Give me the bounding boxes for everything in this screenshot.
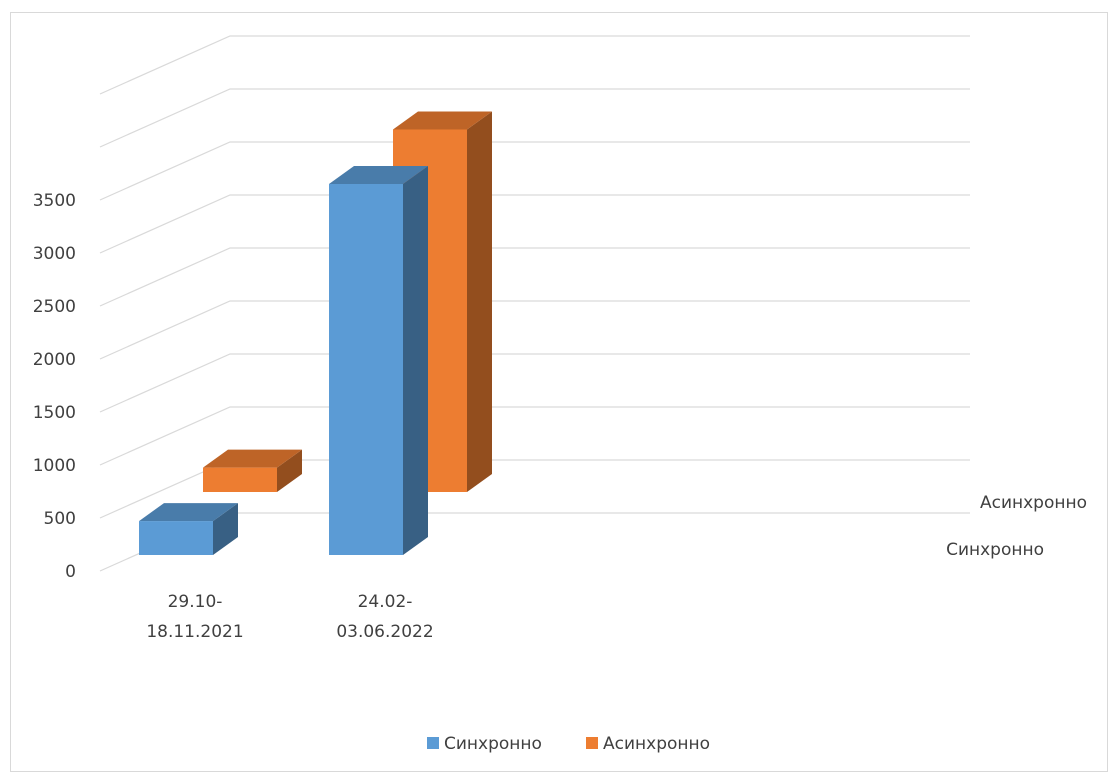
bar-sync-1-front: [139, 521, 213, 555]
bar-async-1-top: [203, 449, 302, 468]
x-tick-label: 18.11.2021: [146, 622, 243, 642]
bar-async-2-side: [467, 111, 492, 492]
gridline: [99, 406, 970, 466]
y-tick-label: 2000: [33, 350, 76, 370]
legend: Синхронно Асинхронно: [427, 734, 710, 754]
gridline: [99, 194, 970, 254]
x-tick-label: 03.06.2022: [336, 622, 433, 642]
bar-sync-2-side: [403, 166, 428, 555]
gridline: [99, 300, 970, 360]
gridline: [99, 141, 970, 201]
bar-async-2-top: [393, 111, 492, 130]
gridline: [99, 35, 970, 95]
bar-sync-2-front: [329, 184, 403, 555]
x-tick-label: 29.10-: [168, 592, 223, 612]
gridline: [99, 353, 970, 413]
bar-async-1-front: [203, 467, 277, 492]
depth-axis-labels: Асинхронно Синхронно: [946, 493, 1087, 560]
bars: [139, 111, 492, 555]
y-tick-label: 500: [44, 509, 76, 529]
bar-async-1: [203, 449, 302, 492]
depth-label-async: Асинхронно: [980, 493, 1087, 513]
y-tick-label: 3500: [33, 191, 76, 211]
x-tick-label: 24.02-: [358, 592, 413, 612]
y-tick-label: 2500: [33, 297, 76, 317]
x-axis-ticks: 29.10- 18.11.2021 24.02- 03.06.2022: [146, 592, 433, 642]
legend-swatch-async: [586, 737, 598, 749]
bar-sync-1-top: [139, 503, 238, 522]
y-tick-label: 1000: [33, 456, 76, 476]
y-axis-ticks: 0 500 1000 1500 2000 2500 3000 3500: [33, 191, 76, 582]
bar-async-1-side: [277, 449, 302, 492]
chart-frame: [10, 12, 1108, 772]
y-tick-label: 3000: [33, 244, 76, 264]
y-tick-label: 1500: [33, 403, 76, 423]
bar-sync-1-side: [213, 503, 238, 555]
bar-sync-2-top: [329, 166, 428, 184]
legend-swatch-sync: [427, 737, 439, 749]
gridline: [99, 88, 970, 148]
legend-label-async: Асинхронно: [603, 734, 710, 754]
y-tick-label: 0: [65, 562, 76, 582]
gridline: [99, 247, 970, 307]
depth-label-sync: Синхронно: [946, 540, 1044, 560]
bar-sync-2: [329, 166, 428, 555]
bar-sync-1: [139, 503, 238, 555]
legend-label-sync: Синхронно: [444, 734, 542, 754]
